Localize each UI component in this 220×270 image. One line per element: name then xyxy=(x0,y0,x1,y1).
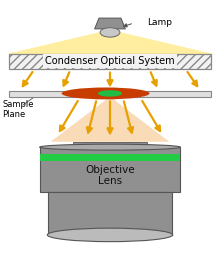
Bar xyxy=(48,192,172,235)
Bar xyxy=(40,147,180,192)
Text: Sample
Plane: Sample Plane xyxy=(2,100,34,119)
Ellipse shape xyxy=(98,90,122,97)
Ellipse shape xyxy=(100,28,120,37)
Ellipse shape xyxy=(40,144,180,150)
Text: Condenser Optical System: Condenser Optical System xyxy=(45,56,175,66)
Bar xyxy=(9,54,211,69)
Bar xyxy=(40,154,180,161)
Ellipse shape xyxy=(62,87,150,99)
Polygon shape xyxy=(7,30,213,54)
Ellipse shape xyxy=(47,228,173,242)
Polygon shape xyxy=(95,18,125,29)
Text: Lamp: Lamp xyxy=(147,18,172,28)
Polygon shape xyxy=(51,97,169,142)
Polygon shape xyxy=(9,91,211,97)
Bar xyxy=(73,142,147,147)
Text: Objective
Lens: Objective Lens xyxy=(85,165,135,186)
